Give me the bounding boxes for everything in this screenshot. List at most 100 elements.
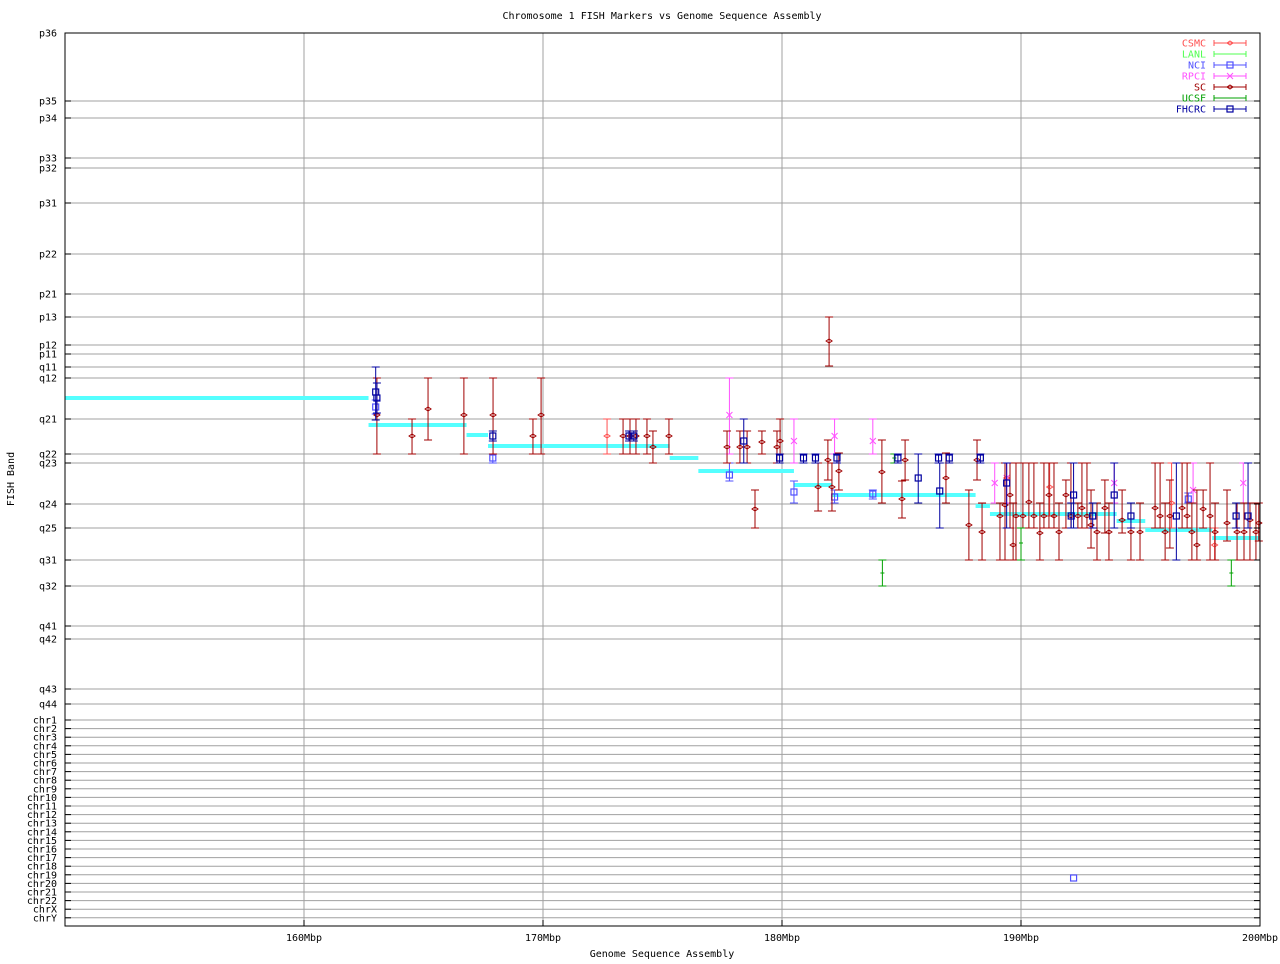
data-point xyxy=(1223,520,1231,526)
data-point xyxy=(1100,505,1109,511)
y-tick-label: chr6 xyxy=(33,759,57,770)
data-point xyxy=(1167,500,1176,506)
y-tick-label: chr10 xyxy=(27,793,57,804)
data-point xyxy=(1178,505,1186,511)
data-point xyxy=(828,484,836,490)
data-point xyxy=(1184,495,1192,503)
data-point xyxy=(1030,513,1038,519)
data-point xyxy=(1136,529,1144,535)
plot-frame xyxy=(64,32,1261,927)
y-tick-label: chrX xyxy=(33,905,57,916)
x-tick-label: 190Mbp xyxy=(1003,933,1039,944)
y-tick-label: chr7 xyxy=(33,767,57,778)
y-tick-label: chr11 xyxy=(27,802,57,813)
series-fhcrc xyxy=(371,366,1253,561)
data-point xyxy=(1087,522,1095,528)
y-tick-label: q23 xyxy=(39,459,57,470)
data-point xyxy=(725,471,734,479)
legend-label: LANL xyxy=(1182,50,1206,61)
series-csmc xyxy=(603,418,1219,561)
data-point xyxy=(1067,512,1075,520)
data-point xyxy=(1192,542,1201,548)
y-tick-label: q11 xyxy=(39,363,57,374)
data-point xyxy=(898,496,906,502)
y-tick-label: chr22 xyxy=(27,896,57,907)
data-point xyxy=(1244,512,1252,520)
assembly-segments xyxy=(65,396,1260,540)
data-point xyxy=(723,444,731,450)
data-point xyxy=(942,475,950,481)
y-tick-label: q22 xyxy=(39,450,57,461)
data-point xyxy=(537,412,545,418)
legend-label: UCSF xyxy=(1182,94,1206,105)
y-tick-label: q43 xyxy=(39,685,57,696)
y-tick-label: chr12 xyxy=(27,810,57,821)
data-point xyxy=(743,444,752,450)
data-point xyxy=(1024,499,1033,505)
data-point xyxy=(1093,529,1101,535)
data-point xyxy=(1012,513,1020,519)
legend-marker xyxy=(1226,105,1234,113)
data-point xyxy=(1183,513,1192,519)
data-point xyxy=(1206,513,1214,519)
data-point xyxy=(833,454,841,462)
y-tick-label: p11 xyxy=(39,350,57,361)
data-point xyxy=(1127,529,1135,535)
y-tick-label: chr19 xyxy=(27,870,57,881)
data-point xyxy=(632,433,640,439)
y-tick-label: chr21 xyxy=(27,888,57,899)
data-point xyxy=(869,490,877,498)
data-point xyxy=(869,437,877,445)
y-tick-label: q41 xyxy=(39,622,57,633)
y-tick-label: p22 xyxy=(39,250,57,261)
series-sc xyxy=(372,316,1263,561)
data-point xyxy=(1055,529,1063,535)
data-point xyxy=(489,454,497,462)
chart-title: Chromosome 1 FISH Markers vs Genome Sequ… xyxy=(502,11,821,22)
data-point xyxy=(1156,513,1165,519)
data-point xyxy=(740,437,748,445)
y-tick-label: chr8 xyxy=(33,776,57,787)
data-point xyxy=(1210,542,1219,548)
y-tick-label: q31 xyxy=(39,556,57,567)
data-point xyxy=(1078,505,1086,511)
y-axis-label: FISH Band xyxy=(6,452,17,506)
data-point xyxy=(408,433,416,439)
y-tick-label: p12 xyxy=(39,341,57,352)
data-point xyxy=(934,454,943,462)
data-point xyxy=(726,411,733,419)
x-axis: 160Mbp 170Mbp 180Mbp 190Mbp 200Mbp xyxy=(286,920,1278,944)
data-point xyxy=(625,432,633,440)
data-point xyxy=(823,457,832,463)
y-tick-label: chrY xyxy=(33,913,57,924)
data-point xyxy=(996,513,1004,519)
data-point xyxy=(459,412,468,418)
data-point xyxy=(964,522,973,528)
x-tick-label: 200Mbp xyxy=(1242,933,1278,944)
data-point xyxy=(936,487,944,495)
data-point xyxy=(834,468,843,474)
legend-label: FHCRC xyxy=(1176,105,1206,116)
data-point xyxy=(1239,479,1247,487)
data-point xyxy=(1199,506,1208,512)
data-point xyxy=(1110,491,1118,499)
data-point xyxy=(776,454,784,462)
data-point xyxy=(1151,505,1159,511)
data-point xyxy=(799,454,808,462)
y-tick-label: q12 xyxy=(39,374,57,385)
data-point xyxy=(1089,512,1097,520)
data-point xyxy=(976,454,984,462)
data-point xyxy=(1045,492,1053,498)
y-tick-label: p33 xyxy=(39,154,57,165)
data-point xyxy=(1172,512,1180,520)
y-tick-label: q25 xyxy=(39,524,57,535)
legend-marker xyxy=(1226,61,1234,69)
data-point xyxy=(1073,513,1082,519)
y-tick-label: chr16 xyxy=(27,845,57,856)
y-tick-label: p21 xyxy=(39,290,57,301)
data-point xyxy=(978,529,986,535)
data-point xyxy=(1069,491,1078,499)
data-point xyxy=(1254,520,1263,526)
